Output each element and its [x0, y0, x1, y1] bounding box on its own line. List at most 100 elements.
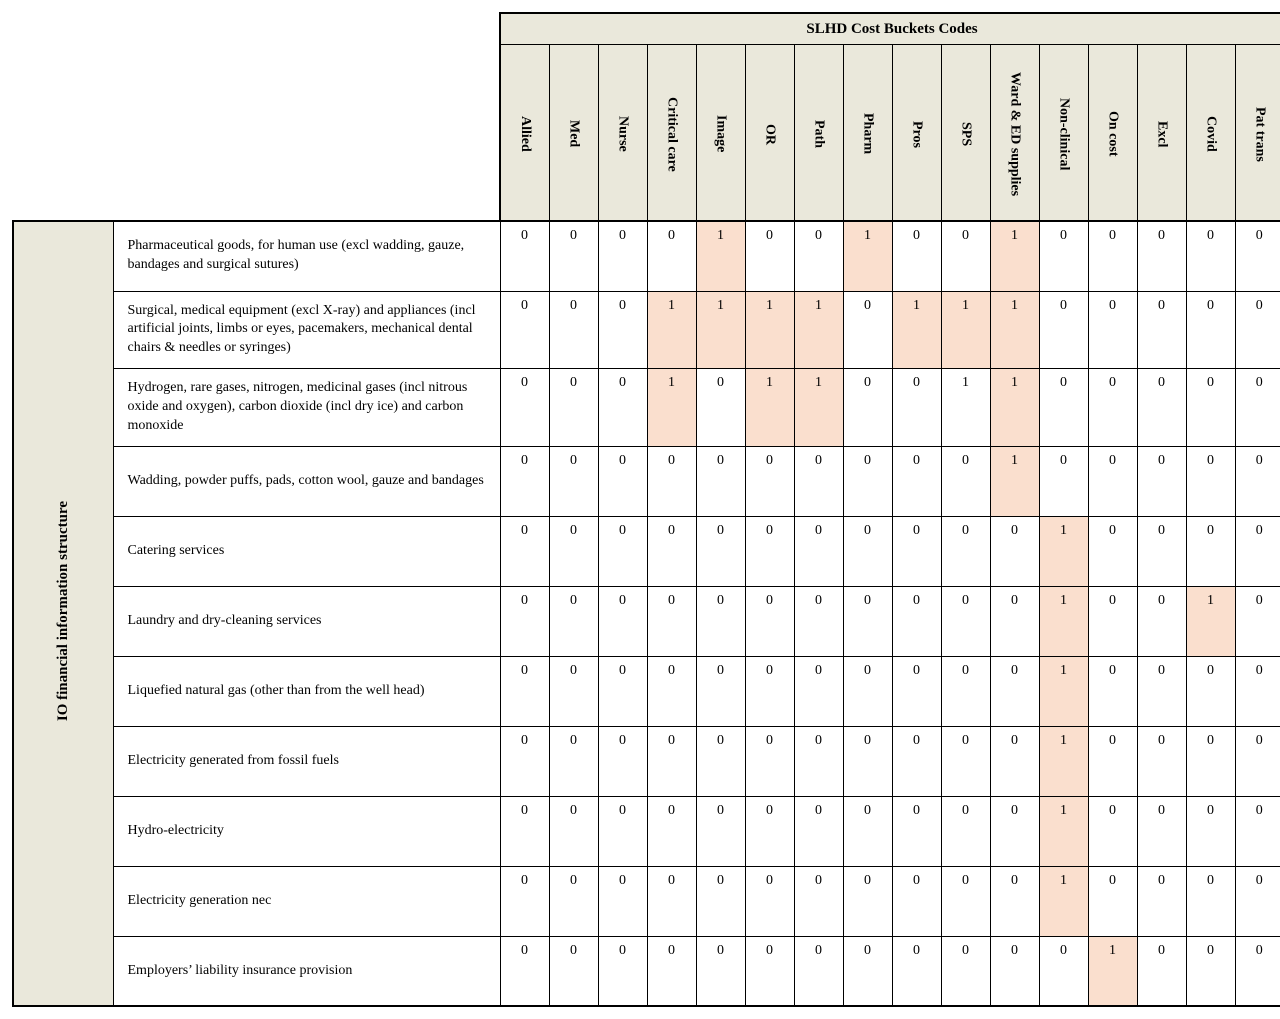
value-cell: 0	[549, 586, 598, 656]
column-header: Image	[696, 45, 745, 222]
value-cell: 0	[990, 796, 1039, 866]
value-cell: 0	[598, 446, 647, 516]
value-cell: 0	[696, 726, 745, 796]
value-cell: 0	[1039, 369, 1088, 447]
value-cell: 0	[745, 656, 794, 726]
table-row: Surgical, medical equipment (excl X-ray)…	[13, 291, 1280, 369]
value-cell: 0	[598, 656, 647, 726]
value-cell: 0	[892, 221, 941, 291]
value-cell: 0	[941, 726, 990, 796]
value-cell: 0	[598, 866, 647, 936]
value-cell: 0	[549, 726, 598, 796]
table-row: Laundry and dry-cleaning services0000000…	[13, 586, 1280, 656]
value-cell: 0	[1235, 369, 1280, 447]
value-cell: 0	[892, 936, 941, 1006]
row-label: Surgical, medical equipment (excl X-ray)…	[113, 291, 500, 369]
value-cell: 0	[745, 446, 794, 516]
value-cell: 0	[892, 516, 941, 586]
value-cell: 0	[1186, 291, 1235, 369]
value-cell: 0	[1235, 586, 1280, 656]
value-cell: 1	[990, 369, 1039, 447]
value-cell: 0	[1137, 866, 1186, 936]
value-cell: 1	[696, 221, 745, 291]
value-cell: 0	[1039, 221, 1088, 291]
value-cell: 1	[696, 291, 745, 369]
value-cell: 0	[1137, 586, 1186, 656]
row-label: Electricity generation nec	[113, 866, 500, 936]
value-cell: 0	[745, 221, 794, 291]
value-cell: 0	[500, 221, 549, 291]
value-cell: 0	[598, 291, 647, 369]
row-label: Catering services	[113, 516, 500, 586]
value-cell: 0	[1039, 446, 1088, 516]
value-cell: 0	[647, 221, 696, 291]
value-cell: 0	[1235, 726, 1280, 796]
value-cell: 0	[1235, 936, 1280, 1006]
value-cell: 0	[598, 726, 647, 796]
value-cell: 0	[500, 586, 549, 656]
value-cell: 0	[794, 586, 843, 656]
column-header: Excl	[1137, 45, 1186, 222]
value-cell: 0	[500, 936, 549, 1006]
table-row: Hydro-electricity0000000000010000	[13, 796, 1280, 866]
column-header: Pros	[892, 45, 941, 222]
value-cell: 1	[990, 221, 1039, 291]
value-cell: 0	[1137, 796, 1186, 866]
value-cell: 1	[941, 291, 990, 369]
value-cell: 0	[745, 516, 794, 586]
value-cell: 1	[1039, 656, 1088, 726]
value-cell: 0	[1186, 866, 1235, 936]
column-header-label: Image	[713, 107, 729, 152]
cost-matrix-table: SLHD Cost Buckets Codes AlliedMedNurseCr…	[12, 12, 1280, 1007]
value-cell: 0	[549, 291, 598, 369]
value-cell: 1	[1088, 936, 1137, 1006]
column-header: Ward & ED supplies	[990, 45, 1039, 222]
value-cell: 1	[1186, 586, 1235, 656]
value-cell: 0	[794, 221, 843, 291]
value-cell: 0	[892, 446, 941, 516]
column-header-label: Critical care	[664, 89, 680, 172]
value-cell: 0	[500, 446, 549, 516]
value-cell: 0	[598, 369, 647, 447]
value-cell: 0	[941, 586, 990, 656]
value-cell: 0	[500, 369, 549, 447]
column-header: Pat trans	[1235, 45, 1280, 222]
value-cell: 0	[696, 796, 745, 866]
value-cell: 0	[990, 516, 1039, 586]
value-cell: 0	[1186, 656, 1235, 726]
row-label: Pharmaceutical goods, for human use (exc…	[113, 221, 500, 291]
value-cell: 0	[696, 866, 745, 936]
value-cell: 1	[647, 291, 696, 369]
column-header: Med	[549, 45, 598, 222]
value-cell: 0	[745, 936, 794, 1006]
row-label: Liquefied natural gas (other than from t…	[113, 656, 500, 726]
column-header: Pharm	[843, 45, 892, 222]
value-cell: 0	[941, 936, 990, 1006]
super-header: SLHD Cost Buckets Codes	[500, 13, 1280, 45]
row-label: Wadding, powder puffs, pads, cotton wool…	[113, 446, 500, 516]
value-cell: 1	[990, 291, 1039, 369]
value-cell: 0	[794, 796, 843, 866]
value-cell: 0	[500, 291, 549, 369]
value-cell: 1	[745, 369, 794, 447]
value-cell: 0	[1186, 221, 1235, 291]
value-cell: 1	[794, 369, 843, 447]
value-cell: 0	[549, 221, 598, 291]
column-header: Non-clinical	[1039, 45, 1088, 222]
value-cell: 0	[794, 726, 843, 796]
value-cell: 0	[647, 726, 696, 796]
value-cell: 0	[1235, 866, 1280, 936]
value-cell: 0	[647, 516, 696, 586]
value-cell: 0	[1137, 446, 1186, 516]
value-cell: 0	[647, 796, 696, 866]
value-cell: 0	[892, 796, 941, 866]
value-cell: 0	[1235, 656, 1280, 726]
value-cell: 1	[1039, 866, 1088, 936]
value-cell: 0	[1235, 796, 1280, 866]
value-cell: 0	[696, 446, 745, 516]
value-cell: 0	[745, 796, 794, 866]
empty-corner-2	[13, 45, 500, 222]
column-header: Path	[794, 45, 843, 222]
value-cell: 0	[696, 369, 745, 447]
value-cell: 0	[892, 866, 941, 936]
